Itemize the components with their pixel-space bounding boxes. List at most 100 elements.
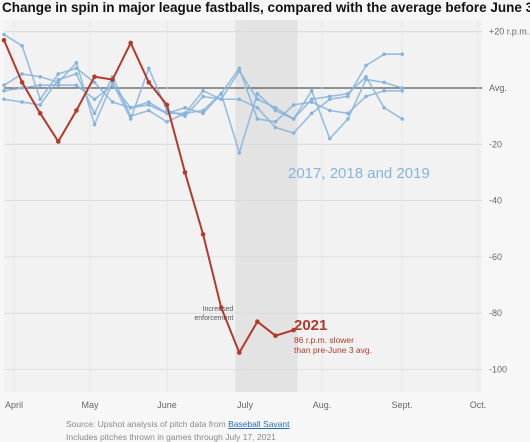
series-2021-data-point: [128, 40, 133, 46]
historical-data-point: [147, 103, 151, 107]
source-link[interactable]: Baseball Savant: [228, 419, 290, 429]
historical-data-point: [165, 119, 169, 124]
historical-data-point: [328, 136, 332, 141]
series-label-historical: 2017, 2018 and 2019: [288, 165, 430, 182]
historical-data-point: [364, 94, 368, 99]
historical-data-point: [74, 83, 79, 87]
historical-data-point: [400, 117, 405, 121]
x-tick-label: Oct.: [470, 400, 487, 410]
series-2021-data-point: [200, 232, 206, 237]
historical-data-point: [183, 111, 187, 116]
historical-data-point: [346, 94, 350, 99]
historical-data-point: [273, 108, 278, 113]
series-2021-data-point: [146, 80, 152, 85]
historical-data-point: [147, 100, 151, 104]
historical-data-point: [328, 108, 332, 113]
historical-data-point: [364, 74, 368, 79]
historical-data-point: [183, 114, 187, 118]
enforcement-label-line: Increased: [203, 306, 234, 313]
x-tick-label: July: [237, 400, 254, 410]
historical-data-point: [183, 105, 187, 110]
historical-data-point: [56, 80, 61, 85]
historical-data-point: [74, 72, 79, 76]
historical-data-point: [382, 105, 386, 110]
historical-data-point: [364, 63, 368, 68]
enforcement-label: Increased enforcement: [194, 306, 233, 322]
source-text: Source: Upshot analysis of pitch data fr…: [66, 419, 229, 429]
y-tick-label: +20 r.p.m.: [489, 27, 529, 37]
historical-data-point: [165, 111, 169, 116]
historical-data-point: [255, 117, 260, 121]
historical-data-point: [328, 97, 332, 102]
series-2021-data-point: [291, 327, 296, 333]
historical-data-point: [20, 43, 24, 48]
historical-data-point: [2, 97, 6, 102]
series-2021-data-point: [218, 305, 224, 310]
series-2021-data-point: [164, 102, 170, 108]
historical-data-point: [400, 52, 405, 57]
y-tick-label: -20: [489, 139, 502, 149]
x-tick-label: Aug.: [313, 400, 332, 410]
y-tick-label: -40: [489, 196, 502, 206]
series-2021-data-point: [273, 333, 278, 339]
historical-data-point: [56, 83, 61, 87]
series-2021-data-point: [56, 139, 61, 144]
historical-data-point: [237, 97, 242, 102]
historical-data-point: [309, 89, 314, 93]
x-tick-label: May: [81, 400, 99, 410]
historical-data-point: [291, 103, 296, 107]
series-2021-data-point: [1, 37, 7, 43]
historical-data-point: [309, 100, 314, 104]
historical-data-point: [2, 32, 6, 37]
historical-data-point: [346, 91, 350, 96]
historical-data-point: [201, 94, 205, 99]
historical-data-point: [364, 77, 368, 82]
historical-data-point: [201, 89, 205, 93]
chart-title: Change in spin in major league fastballs…: [2, 0, 530, 15]
historical-data-point: [56, 72, 61, 76]
y-tick-label: -100: [489, 365, 507, 375]
historical-data-point: [328, 94, 332, 99]
historical-data-point: [92, 122, 97, 127]
y-tick-label: -80: [489, 308, 502, 318]
series-2021-data-point: [237, 350, 242, 355]
x-tick-label: April: [5, 400, 23, 410]
series-2021-note: 86 r.p.m. slower than pre-June 3 avg.: [294, 335, 372, 355]
historical-data-point: [38, 97, 42, 102]
historical-data-point: [147, 108, 151, 113]
historical-data-point: [38, 103, 42, 107]
series-2021-data-point: [74, 108, 79, 113]
enforcement-label-line: enforcement: [194, 315, 233, 322]
historical-data-point: [2, 89, 6, 93]
historical-data-point: [201, 111, 205, 116]
y-tick-label: -60: [489, 252, 502, 262]
y-tick-label: Avg.: [489, 83, 507, 93]
historical-data-point: [20, 100, 24, 104]
historical-data-point: [346, 111, 350, 116]
historical-data-point: [291, 131, 296, 135]
historical-data-point: [110, 100, 115, 104]
historical-data-point: [400, 89, 405, 93]
historical-data-point: [20, 72, 24, 76]
historical-data-point: [92, 97, 97, 102]
historical-data-point: [382, 80, 386, 85]
historical-data-point: [255, 91, 260, 96]
historical-data-point: [382, 52, 386, 57]
historical-data-point: [128, 117, 133, 121]
series-2021-note-line: than pre-June 3 avg.: [294, 345, 372, 355]
series-2021-data-point: [19, 80, 25, 85]
x-tick-label: Sept.: [391, 400, 412, 410]
historical-data-point: [2, 83, 6, 87]
historical-data-point: [273, 125, 278, 130]
historical-data-point: [255, 105, 260, 110]
historical-data-point: [38, 74, 42, 79]
historical-data-point: [92, 80, 97, 85]
historical-data-point: [74, 66, 79, 71]
historical-data-point: [346, 117, 350, 121]
source-note: Source: Upshot analysis of pitch data fr…: [66, 419, 290, 429]
series-2021-data-point: [37, 111, 43, 116]
series-label-2021: 2021: [294, 317, 327, 334]
data-note: Includes pitches thrown in games through…: [66, 432, 276, 442]
historical-data-point: [237, 66, 242, 71]
